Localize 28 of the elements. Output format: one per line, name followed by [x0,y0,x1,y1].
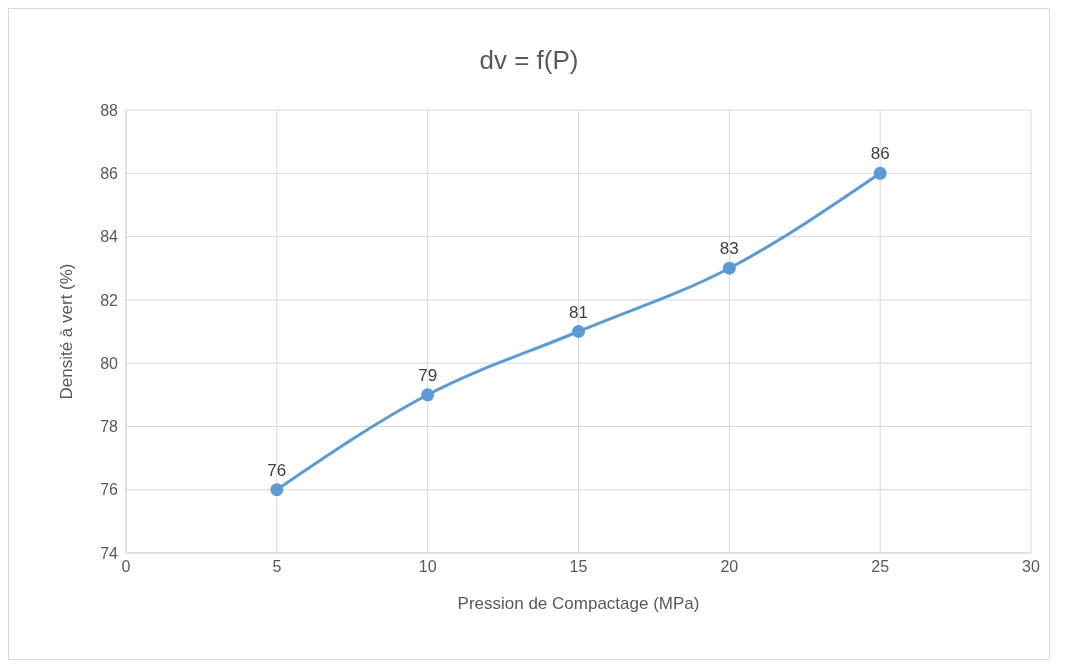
x-tick-label: 10 [418,558,437,576]
x-tick-label: 5 [272,558,282,576]
y-axis-title: Densité à vert (%) [57,263,77,400]
point [421,388,435,402]
data-label: 76 [267,460,287,480]
x-tick-label: 30 [1022,558,1040,576]
chart-title: dv = f(P) [479,44,579,77]
data-label: 86 [870,144,890,164]
data-label: 81 [569,302,588,322]
x-tick-label: 0 [121,558,131,576]
point [572,325,585,338]
y-tick-label: 78 [100,418,119,436]
y-tick-label: 80 [100,354,119,372]
data-label: 83 [719,239,739,259]
y-tick-label: 88 [100,101,119,119]
x-tick-label: 25 [871,558,890,576]
y-tick-label: 76 [100,481,119,499]
point [722,261,736,275]
y-tick-label: 84 [100,228,119,246]
y-tick-label: 82 [100,291,119,309]
x-tick-label: 20 [720,558,739,576]
y-tick-label: 86 [100,164,119,182]
data-label: 79 [418,365,438,385]
point [270,483,284,497]
point [873,166,887,180]
y-tick-label: 74 [100,544,119,562]
x-tick-label: 15 [569,558,588,576]
x-axis-title: Pression de Compactage (MPa) [457,594,700,613]
